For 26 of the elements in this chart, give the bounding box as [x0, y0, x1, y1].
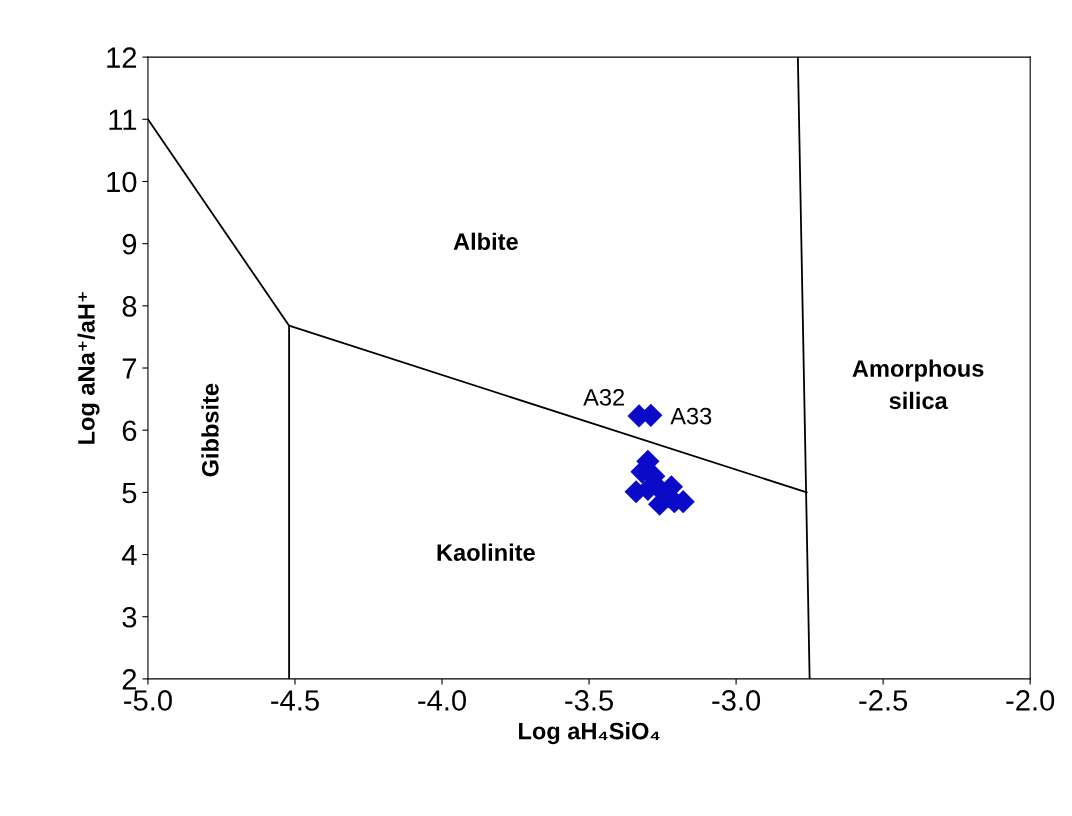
y-tick-label: 3: [122, 606, 137, 628]
x-axis-title: Log aH₄SiO₄: [519, 722, 660, 745]
x-tick-label: -2.5: [859, 690, 908, 711]
x-tick-label: -4.5: [271, 690, 319, 711]
y-tick-label: 2: [122, 669, 137, 690]
y-tick-label: 8: [122, 296, 137, 317]
y-tick-label: 11: [109, 109, 137, 130]
y-tick-label: 6: [122, 420, 137, 442]
y-tick-label: 9: [122, 233, 137, 255]
y-tick-label: 4: [121, 545, 137, 566]
x-tick-label: -3.5: [565, 690, 613, 711]
x-tick-label: -4.0: [418, 690, 467, 711]
annotation: A33: [670, 407, 712, 425]
y-axis-title: Log aNa⁺/aH⁺: [77, 292, 100, 444]
annotation: Albite: [453, 232, 518, 250]
y-tick-label: 10: [107, 171, 137, 193]
annotation: Amorphous silica: [852, 359, 984, 410]
x-tick-label: -3.0: [712, 690, 761, 711]
x-tick-label: -2.0: [1006, 690, 1055, 711]
x-tick-label: -5.0: [124, 690, 172, 711]
y-tick-label: 7: [122, 358, 137, 379]
annotation: A32: [583, 388, 624, 406]
annotation: Gibbsite: [201, 383, 219, 477]
annotation: Kaolinite: [437, 543, 535, 561]
y-tick-label: 5: [122, 482, 137, 504]
y-tick-label: 12: [107, 47, 137, 68]
